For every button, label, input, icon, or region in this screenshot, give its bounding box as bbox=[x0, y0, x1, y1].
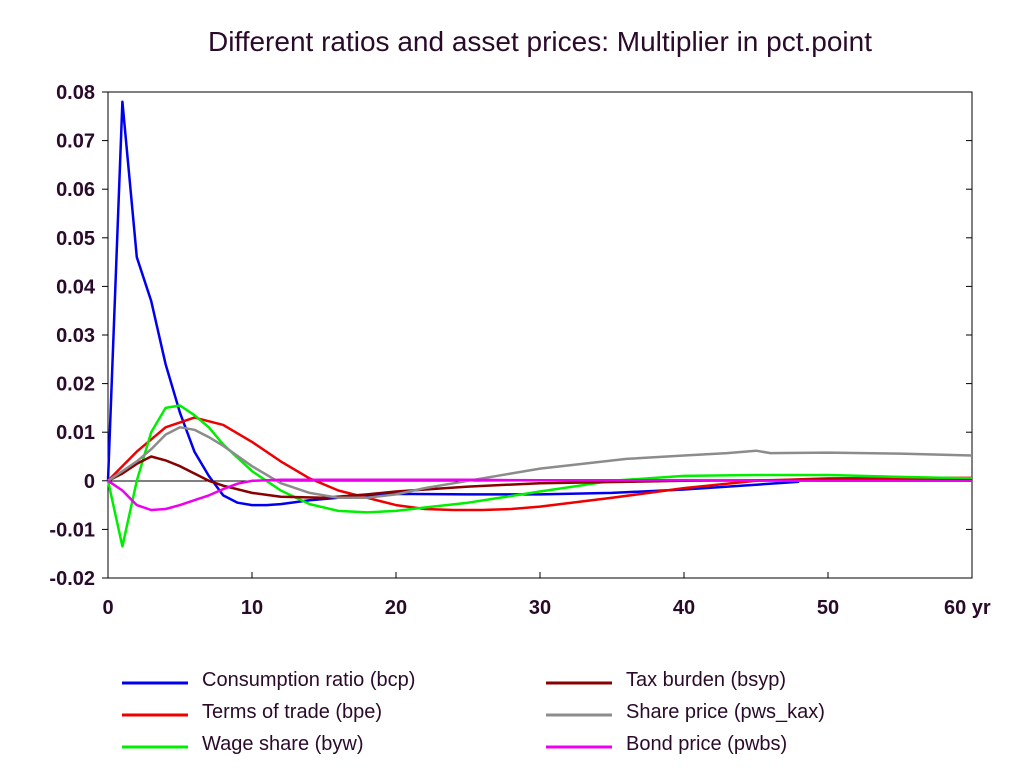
x-tick-label: 60 yr bbox=[944, 597, 991, 619]
legend-label: Consumption ratio (bcp) bbox=[202, 669, 415, 691]
y-tick-label: 0.03 bbox=[56, 325, 95, 347]
y-tick-label: 0.06 bbox=[56, 179, 95, 201]
legend-label: Tax burden (bsyp) bbox=[626, 669, 786, 691]
legend-item: Wage share (byw) bbox=[122, 733, 364, 755]
legend-label: Terms of trade (bpe) bbox=[202, 701, 382, 723]
y-tick-label: 0 bbox=[84, 471, 95, 493]
legend-item: Bond price (pwbs) bbox=[546, 733, 787, 755]
x-tick-label: 30 bbox=[529, 597, 551, 619]
legend: Consumption ratio (bcp) Terms of trade (b… bbox=[122, 669, 825, 755]
legend-item: Consumption ratio (bcp) bbox=[122, 669, 415, 691]
legend-item: Terms of trade (bpe) bbox=[122, 701, 382, 723]
x-axis: 0 10 20 30 40 50 60 yr bbox=[102, 572, 991, 619]
chart-title: Different ratios and asset prices: Multi… bbox=[208, 26, 872, 57]
series-line-4 bbox=[107, 426, 973, 500]
series-line-1 bbox=[107, 416, 972, 512]
legend-label: Wage share (byw) bbox=[202, 733, 364, 755]
y-tick-label: -0.01 bbox=[49, 519, 95, 541]
y-tick-label: 0.07 bbox=[56, 131, 95, 153]
series-lines bbox=[106, 100, 973, 548]
x-tick-label: 10 bbox=[241, 597, 263, 619]
y-axis: -0.02 -0.01 0 0.01 0.02 0.03 0.04 0.05 0.06 0.07 0… bbox=[49, 82, 972, 590]
y-tick-label: 0.08 bbox=[56, 82, 95, 104]
series-line-2 bbox=[106, 404, 973, 548]
y-tick-label: -0.02 bbox=[49, 568, 95, 590]
legend-label: Bond price (pwbs) bbox=[626, 733, 787, 755]
x-tick-label: 0 bbox=[102, 597, 113, 619]
y-tick-label: 0.04 bbox=[56, 276, 96, 298]
y-tick-label: 0.01 bbox=[56, 422, 95, 444]
plot-frame bbox=[107, 91, 973, 579]
x-tick-label: 50 bbox=[817, 597, 839, 619]
legend-item: Share price (pws_kax) bbox=[546, 701, 825, 723]
series-line-5 bbox=[107, 478, 972, 512]
series-line-0 bbox=[106, 100, 800, 507]
x-tick-label: 40 bbox=[673, 597, 695, 619]
y-tick-label: 0.02 bbox=[56, 374, 95, 396]
series-line-3 bbox=[107, 455, 973, 500]
legend-label: Share price (pws_kax) bbox=[626, 701, 825, 723]
x-tick-label: 20 bbox=[385, 597, 407, 619]
y-tick-label: 0.05 bbox=[56, 228, 95, 250]
legend-item: Tax burden (bsyp) bbox=[546, 669, 786, 691]
